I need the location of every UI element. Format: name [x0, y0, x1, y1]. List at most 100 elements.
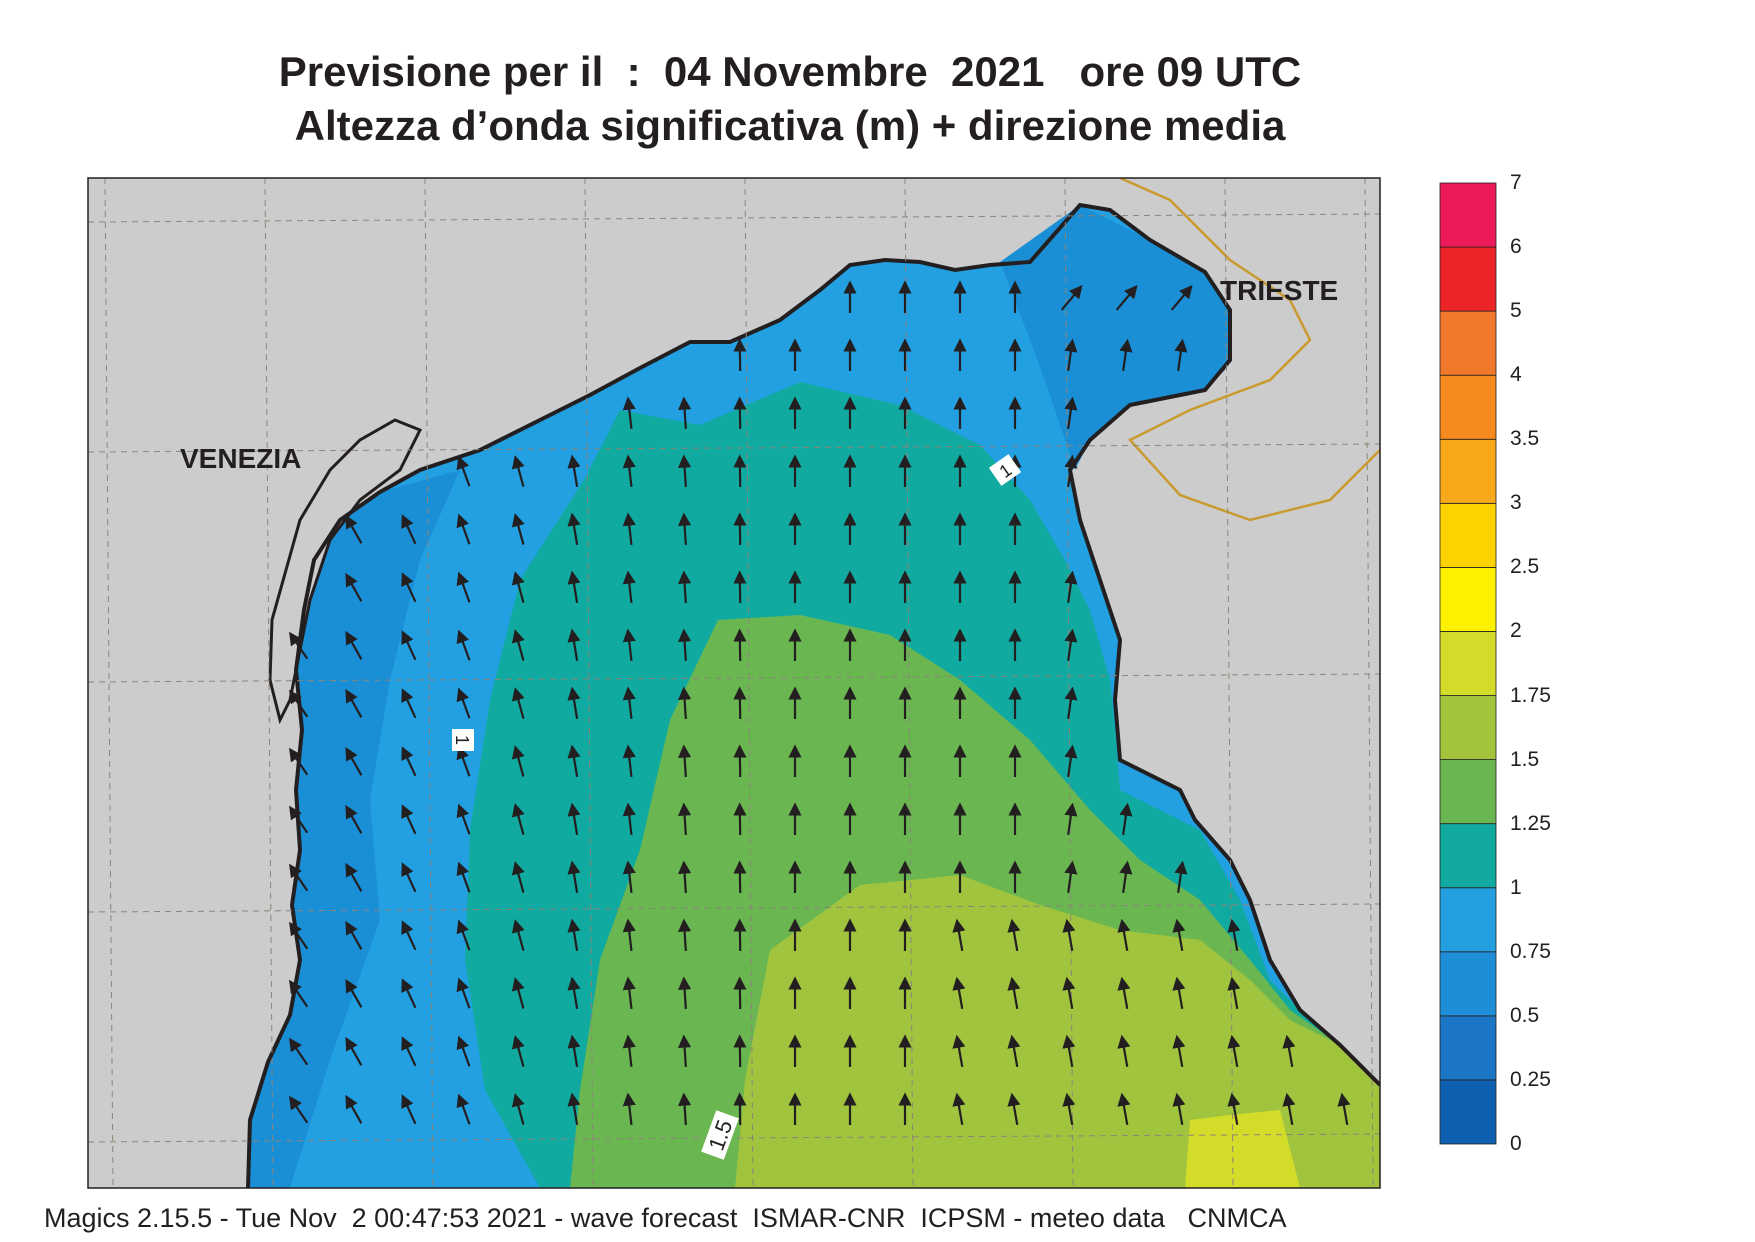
colorbar-tick-label: 5 — [1510, 299, 1522, 323]
colorbar-segment — [1439, 951, 1497, 1017]
wave-direction-arrow — [1062, 1034, 1076, 1067]
wave-direction-arrow — [511, 977, 525, 1009]
wave-direction-arrow — [1119, 860, 1133, 894]
wave-direction-arrow — [677, 744, 692, 778]
colorbar-segment — [1439, 1079, 1497, 1145]
wave-direction-arrow — [401, 920, 417, 951]
wave-direction-arrow — [456, 1093, 471, 1125]
wave-direction-arrow — [1064, 744, 1078, 778]
wave-direction-arrow — [1117, 1034, 1131, 1067]
wave-direction-arrow — [345, 746, 363, 776]
wave-direction-arrow — [952, 918, 966, 951]
colorbar-tick-label: 4 — [1510, 363, 1522, 387]
wave-direction-arrow — [401, 862, 417, 893]
wave-direction-arrow — [1007, 918, 1021, 951]
wave-direction-arrow — [456, 745, 471, 777]
colorbar-segment — [1439, 887, 1497, 953]
wave-direction-arrow — [1172, 1034, 1186, 1067]
wave-direction-arrow — [622, 454, 636, 488]
wave-direction-arrow — [289, 979, 309, 1008]
colorbar-segment — [1439, 246, 1497, 312]
wave-direction-arrow — [456, 455, 471, 487]
wave-direction-arrow — [289, 921, 309, 950]
colorbar-tick-label: 2 — [1510, 619, 1522, 643]
wave-direction-arrow — [1062, 976, 1076, 1009]
wave-direction-arrow — [677, 686, 692, 720]
wave-direction-arrow — [677, 396, 692, 430]
colorbar-segment — [1439, 182, 1497, 248]
wave-direction-arrow — [1117, 1092, 1131, 1125]
wave-direction-arrow — [1119, 338, 1133, 372]
wave-height-band — [1000, 205, 1230, 470]
wave-direction-arrow — [345, 688, 363, 718]
wave-direction-arrow — [401, 630, 417, 661]
wave-direction-arrow — [567, 686, 581, 720]
wave-direction-arrow — [677, 976, 692, 1010]
colorbar-tick-label: 7 — [1510, 171, 1522, 194]
wave-direction-arrow — [677, 1034, 692, 1068]
colorbar-segment — [1439, 823, 1497, 889]
colorbar-segment — [1439, 631, 1497, 696]
colorbar-segment — [1439, 759, 1497, 825]
colorbar-segment — [1439, 502, 1497, 568]
colorbar-tick-label: 0.75 — [1510, 939, 1551, 963]
wave-direction-arrow — [622, 512, 636, 546]
wave-direction-arrow — [401, 572, 417, 603]
colorbar-tick-label: 1.5 — [1510, 747, 1540, 771]
colorbar-tick-label: 0.25 — [1510, 1067, 1551, 1091]
wave-direction-arrow — [1064, 454, 1078, 488]
wave-direction-arrow — [456, 687, 471, 719]
wave-direction-arrow — [622, 686, 636, 720]
wave-direction-arrow — [1227, 1034, 1241, 1067]
wave-direction-arrow — [1007, 976, 1021, 1009]
colorbar-tick-label: 0 — [1510, 1132, 1522, 1155]
wave-direction-arrow — [1227, 918, 1241, 951]
colorbar-tick-label: 1 — [1510, 875, 1522, 899]
colorbar-tick-label: 0.5 — [1510, 1003, 1540, 1027]
colorbar-segment — [1439, 1015, 1497, 1081]
wave-direction-arrow — [345, 920, 363, 950]
wave-direction-arrow — [289, 805, 309, 834]
wave-direction-arrow — [1119, 802, 1133, 836]
wave-direction-arrow — [567, 1092, 581, 1126]
wave-direction-arrow — [567, 1034, 581, 1068]
wave-direction-arrow — [622, 802, 636, 836]
wave-direction-arrow — [345, 804, 363, 834]
wave-direction-arrow — [401, 688, 417, 719]
wave-direction-arrow — [952, 1034, 966, 1067]
footer-credits: Magics 2.15.5 - Tue Nov 2 00:47:53 2021 … — [44, 1203, 1287, 1233]
wave-direction-arrow — [511, 1035, 525, 1067]
wave-direction-arrow — [1064, 860, 1078, 894]
wave-direction-arrow — [289, 863, 309, 892]
wave-direction-arrow — [622, 1034, 636, 1068]
wave-direction-arrow — [567, 744, 581, 778]
wave-direction-arrow — [1064, 396, 1078, 430]
wave-direction-arrow — [401, 746, 417, 777]
grid-meridian — [104, 178, 114, 1188]
wave-direction-arrow — [456, 803, 471, 835]
wave-direction-arrow — [456, 977, 471, 1009]
wave-direction-arrow — [952, 976, 966, 1009]
contour-label-1-west: 1 — [452, 729, 474, 751]
wave-direction-arrow — [567, 454, 581, 488]
place-label-trieste: TRIESTE — [1220, 275, 1338, 306]
wave-direction-arrow — [567, 976, 581, 1010]
wave-direction-arrow — [511, 687, 525, 719]
wave-direction-arrow — [511, 919, 525, 951]
colorbar-tick-label: 3.5 — [1510, 427, 1540, 451]
wave-direction-arrow — [1282, 1092, 1296, 1125]
wave-direction-arrow — [289, 631, 309, 660]
wave-direction-arrow — [511, 803, 525, 835]
colorbar-segment — [1439, 310, 1497, 376]
wave-direction-arrow — [401, 1094, 417, 1125]
wave-direction-arrow — [289, 1037, 309, 1066]
map-subtitle: Altezza d’onda significativa (m) + direz… — [294, 102, 1286, 149]
wave-direction-arrow — [622, 744, 636, 778]
wave-direction-arrow — [567, 802, 581, 836]
wave-direction-arrow — [289, 747, 309, 776]
wave-height-band — [735, 875, 1380, 1188]
wave-direction-arrow — [567, 512, 581, 546]
colorbar-tick-label: 3 — [1510, 491, 1522, 515]
wave-direction-arrow — [1007, 1034, 1021, 1067]
